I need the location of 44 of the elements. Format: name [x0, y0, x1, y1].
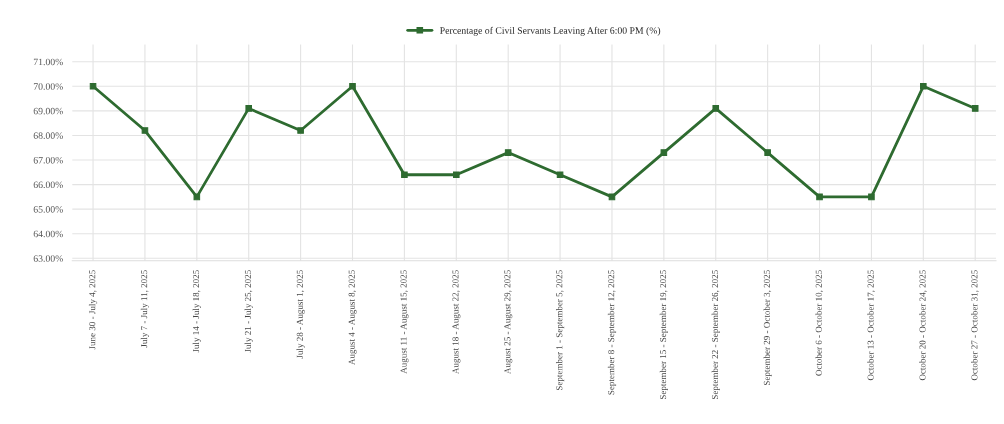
y-tick-label: 66.00% — [33, 181, 63, 189]
x-tick-label: September 8 - September 12, 2025 — [607, 270, 617, 395]
point — [245, 105, 253, 112]
point — [89, 83, 97, 90]
y-tick-label: 63.00% — [33, 255, 63, 262]
x-tick-label: September 15 - September 19, 2025 — [659, 270, 668, 400]
point — [920, 83, 927, 90]
y-tick-label: 65.00% — [33, 206, 63, 213]
x-tick-label: October 6 - October 10, 2025 — [815, 270, 824, 376]
point — [452, 171, 460, 179]
point — [401, 171, 408, 179]
point — [868, 193, 875, 201]
y-tick-label: 70.00% — [33, 83, 63, 90]
point — [971, 105, 979, 112]
y-tick-label: 67.00% — [33, 156, 63, 164]
point — [556, 171, 564, 179]
x-tick-label: August 18 - August 22, 2025 — [452, 270, 461, 375]
point — [297, 127, 304, 134]
y-tick-label: 64.00% — [33, 230, 63, 238]
x-tick-label: July 21 - July 25, 2025 — [244, 270, 253, 353]
x-tick-label: June 30 - July 4, 2025 — [88, 270, 98, 350]
x-tick-label: August 25 - August 29, 2025 — [504, 270, 513, 375]
point — [141, 127, 149, 134]
x-tick-label: July 7 - July 11, 2025 — [140, 270, 150, 348]
y-tick-label: 68.00% — [33, 132, 63, 139]
x-tick-label: October 20 - October 24, 2025 — [919, 270, 927, 381]
y-tick-label: 71.00% — [33, 58, 63, 66]
x-tick-label: September 29 - October 3, 2025 — [763, 270, 772, 386]
point — [816, 193, 823, 201]
point — [712, 105, 720, 112]
point — [349, 83, 356, 90]
x-tick-label: September 22 - September 26, 2025 — [711, 270, 720, 400]
x-tick-label: August 11 - August 15, 2025 — [400, 270, 409, 374]
point — [660, 149, 668, 156]
x-tick-label: July 14 - July 18, 2025 — [192, 270, 201, 353]
x-tick-label: July 28 - August 1, 2025 — [296, 270, 305, 359]
x-tick-label: October 27 - October 31, 2025 — [971, 270, 979, 381]
legend-label: Percentage of Civil Servants Leaving After 6:00 PM (%) — [440, 26, 661, 36]
point — [504, 149, 512, 156]
x-tick-label: October 13 - October 17, 2025 — [867, 270, 875, 381]
x-tick-label: September 1 - September 5, 2025 — [555, 270, 565, 391]
point — [764, 149, 771, 156]
x-tick-label: August 4 - August 8, 2025 — [348, 270, 357, 365]
y-tick-label: 69.00% — [33, 107, 63, 115]
